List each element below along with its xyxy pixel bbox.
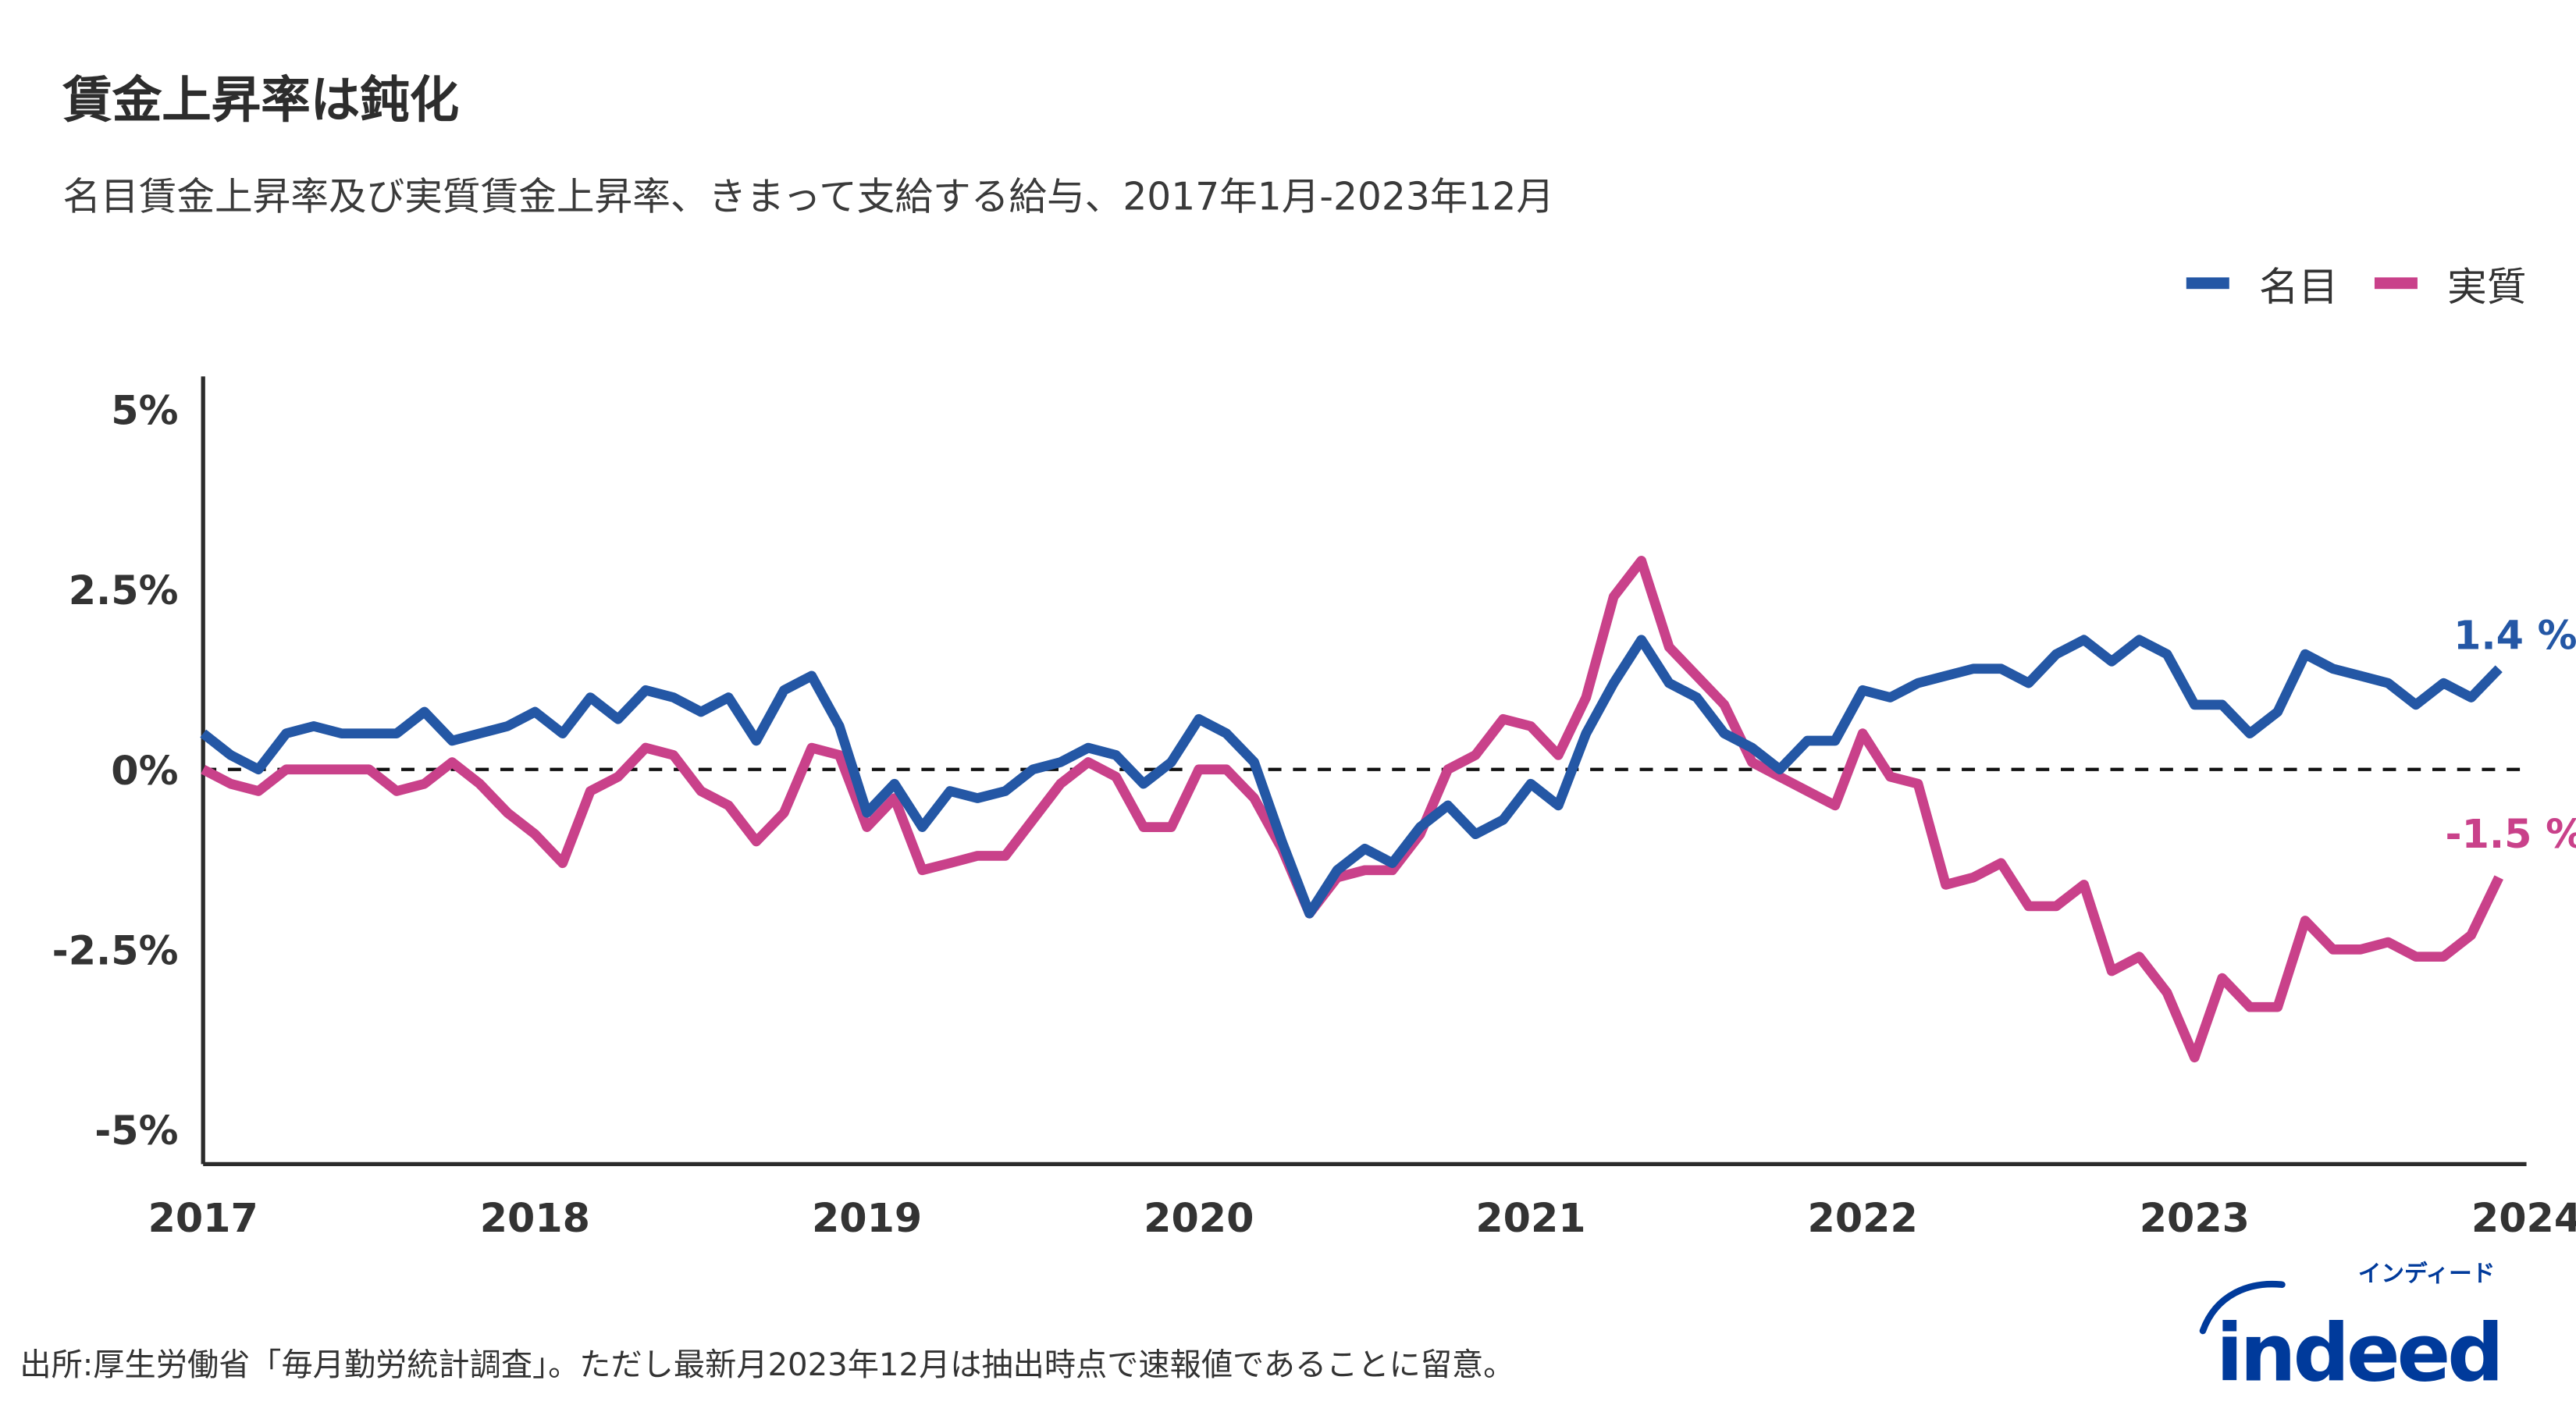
logo-arc (2199, 1280, 2286, 1335)
x-tick-label: 2023 (2140, 1195, 2250, 1241)
logo-wordmark: indeed (2216, 1307, 2501, 1390)
x-tick-label: 2024 (2471, 1195, 2576, 1241)
x-tick-label: 2021 (1475, 1195, 1585, 1241)
series-line-real (201, 556, 2503, 1063)
indeed-logo: インディード indeed (2199, 1261, 2504, 1390)
end-label-real: -1.5 % (2446, 811, 2576, 857)
y-tick-label: -2.5% (52, 927, 179, 973)
x-tick-label: 2022 (1808, 1195, 1918, 1241)
y-tick-label: 0% (111, 748, 178, 794)
legend-label-real: 実質 (2447, 264, 2527, 311)
y-tick-label: 2.5% (69, 567, 179, 614)
x-tick-label: 2018 (480, 1195, 590, 1241)
legend-swatch-real (2374, 277, 2418, 290)
x-tick-label: 2019 (812, 1195, 922, 1241)
end-label-nominal: 1.4 % (2453, 612, 2576, 658)
y-tick-label: 5% (111, 388, 178, 434)
logo-kana: インディード (2358, 1261, 2496, 1287)
x-tick-label: 2020 (1144, 1195, 1254, 1241)
series-line-nominal (200, 635, 2503, 919)
source-note: 出所:厚生労働省「毎月勤労統計調査」。ただし最新月2023年12月は抽出時点で速… (20, 1347, 1515, 1384)
chart-subtitle: 名目賃金上昇率及び実質賃金上昇率、きまって支給する給与、2017年1月-2023… (62, 176, 1555, 220)
x-tick-label: 2017 (148, 1195, 258, 1241)
legend-label-nominal: 名目 (2258, 264, 2339, 311)
y-tick-label: -5% (94, 1108, 178, 1154)
chart-title: 賃金上昇率は鈍化 (62, 73, 460, 131)
legend: 名目 実質 (2186, 254, 2527, 312)
legend-swatch-nominal (2186, 277, 2229, 290)
